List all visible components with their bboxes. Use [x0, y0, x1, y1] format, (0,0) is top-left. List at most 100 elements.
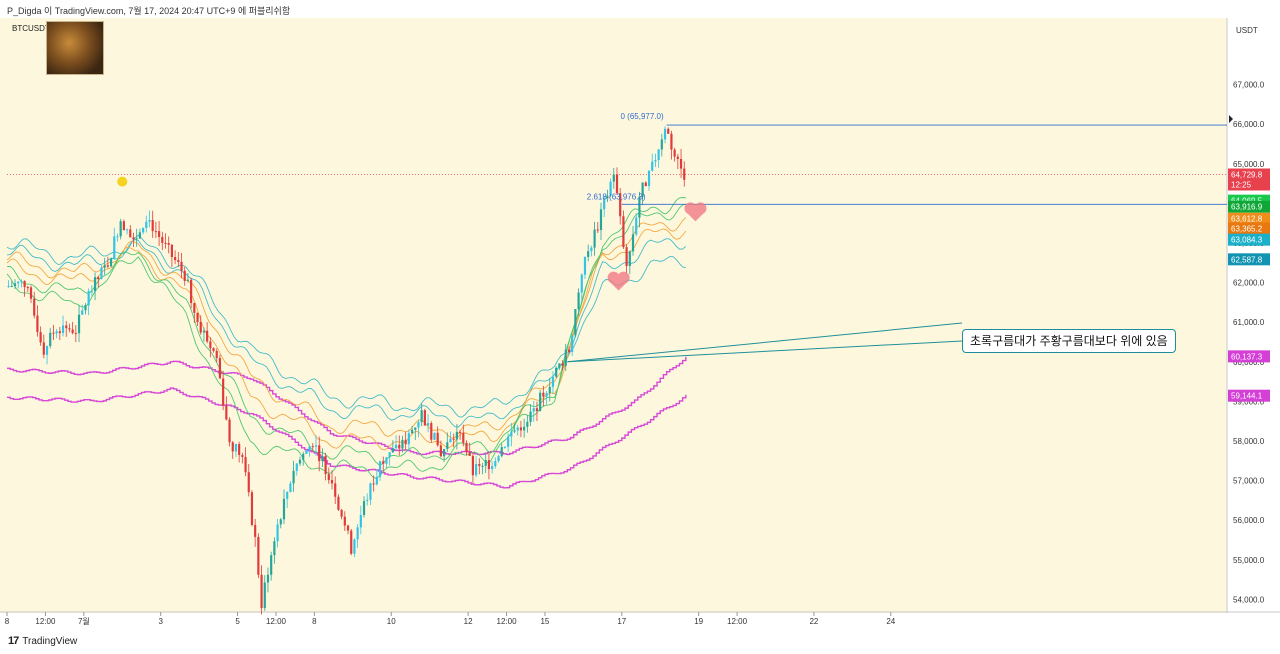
candle-body: [683, 168, 686, 180]
tradingview-logo: 17 TradingView: [8, 635, 77, 647]
candle-body: [449, 438, 452, 443]
candle-body: [212, 348, 215, 351]
candle-body: [266, 574, 270, 583]
candle-body: [199, 321, 202, 333]
time-axis-background: [0, 613, 1280, 630]
candle-body: [571, 335, 574, 352]
candle-body: [279, 519, 282, 525]
candle-body: [167, 242, 170, 245]
candle-body: [647, 170, 651, 187]
candle-body: [298, 459, 302, 464]
candle-body: [535, 408, 539, 411]
candle-body: [289, 483, 292, 492]
x-tick-label: 3: [158, 617, 163, 626]
candle-body: [314, 445, 318, 447]
band-line: [6, 217, 687, 451]
candle-body: [679, 158, 683, 169]
x-tick-label: 15: [540, 617, 549, 626]
candle-body: [33, 298, 36, 316]
x-tick-label: 22: [809, 617, 818, 626]
candle-body: [481, 465, 484, 467]
candle-body: [151, 220, 154, 232]
yellow-dot-marker: [117, 176, 128, 187]
candle-body: [353, 539, 356, 554]
candle-body: [567, 349, 571, 352]
heart-icon: [607, 271, 630, 291]
candle-body: [10, 286, 13, 288]
candle-body: [458, 431, 462, 433]
candle-body: [135, 238, 138, 240]
price-tag: [1228, 212, 1270, 225]
candle-body: [20, 280, 23, 282]
candle-body: [622, 216, 625, 248]
candle-body: [186, 279, 190, 281]
price-tag: [1228, 253, 1270, 266]
candle-body: [590, 247, 593, 252]
candle-body: [263, 582, 266, 609]
candle-body: [478, 463, 481, 466]
candle-body: [471, 455, 475, 476]
candle-body: [404, 439, 407, 445]
candle-body: [250, 492, 254, 525]
candle-body: [519, 427, 523, 431]
price-tag: [1228, 233, 1270, 246]
candle-body: [654, 160, 657, 162]
candle-body: [231, 442, 234, 452]
price-chart[interactable]: 53,000.054,000.055,000.056,000.057,000.0…: [0, 18, 1280, 644]
candle-body: [45, 346, 49, 355]
candle-body: [500, 447, 503, 457]
candle-body: [491, 466, 494, 470]
candle-body: [321, 455, 324, 462]
candle-body: [382, 461, 385, 464]
candle-body: [225, 405, 228, 420]
candle-body: [311, 446, 314, 448]
candle-body: [465, 442, 468, 453]
symbol-label: BTCUSDT: [12, 24, 50, 33]
candle-body: [270, 555, 273, 575]
candle-body: [170, 244, 174, 258]
candle-body: [42, 342, 45, 355]
scale-arrow-icon: [1229, 115, 1233, 123]
candle-body: [193, 303, 196, 313]
candle-body: [286, 491, 289, 499]
candle-body: [138, 232, 141, 239]
x-tick-label: 7월: [78, 616, 90, 626]
candle-body: [343, 516, 346, 526]
chart-area[interactable]: 53,000.054,000.055,000.056,000.057,000.0…: [0, 18, 1280, 644]
candle-body: [23, 280, 26, 288]
y-tick-label: 67,000.0: [1233, 81, 1265, 90]
candle-body: [462, 432, 465, 443]
candle-body: [302, 453, 305, 460]
candle-body: [247, 472, 250, 493]
candle-body: [366, 499, 369, 502]
candle-body: [234, 444, 238, 452]
candle-body: [475, 463, 478, 476]
annotation-callout[interactable]: 초록구름대가 주황구름대보다 위에 있음: [962, 329, 1176, 353]
x-tick-label: 19: [694, 617, 703, 626]
x-tick-label: 12:00: [266, 617, 287, 626]
candle-body: [164, 242, 167, 244]
candle-body: [356, 527, 359, 540]
candle-body: [401, 439, 404, 449]
candle-body: [439, 445, 442, 457]
y-tick-label: 54,000.0: [1233, 595, 1265, 604]
candle-body: [109, 258, 113, 267]
price-tag: [1228, 200, 1270, 213]
y-tick-label: 58,000.0: [1233, 437, 1265, 446]
candle-body: [244, 456, 247, 473]
candle-body: [420, 410, 423, 423]
x-tick-label: 8: [312, 617, 317, 626]
fib-label-top: 0 (65,977.0): [620, 112, 663, 121]
candle-body: [635, 217, 638, 235]
candle-body: [433, 432, 436, 440]
candle-body: [71, 329, 74, 334]
candle-body: [228, 419, 231, 443]
candle-body: [369, 483, 372, 500]
tradingview-icon: 17: [8, 635, 19, 647]
candle-body: [295, 463, 298, 471]
candle-body: [218, 358, 222, 379]
price-tag: [1228, 222, 1270, 235]
candle-body: [503, 446, 507, 448]
candle-body: [122, 221, 125, 231]
candle-body: [619, 193, 622, 217]
